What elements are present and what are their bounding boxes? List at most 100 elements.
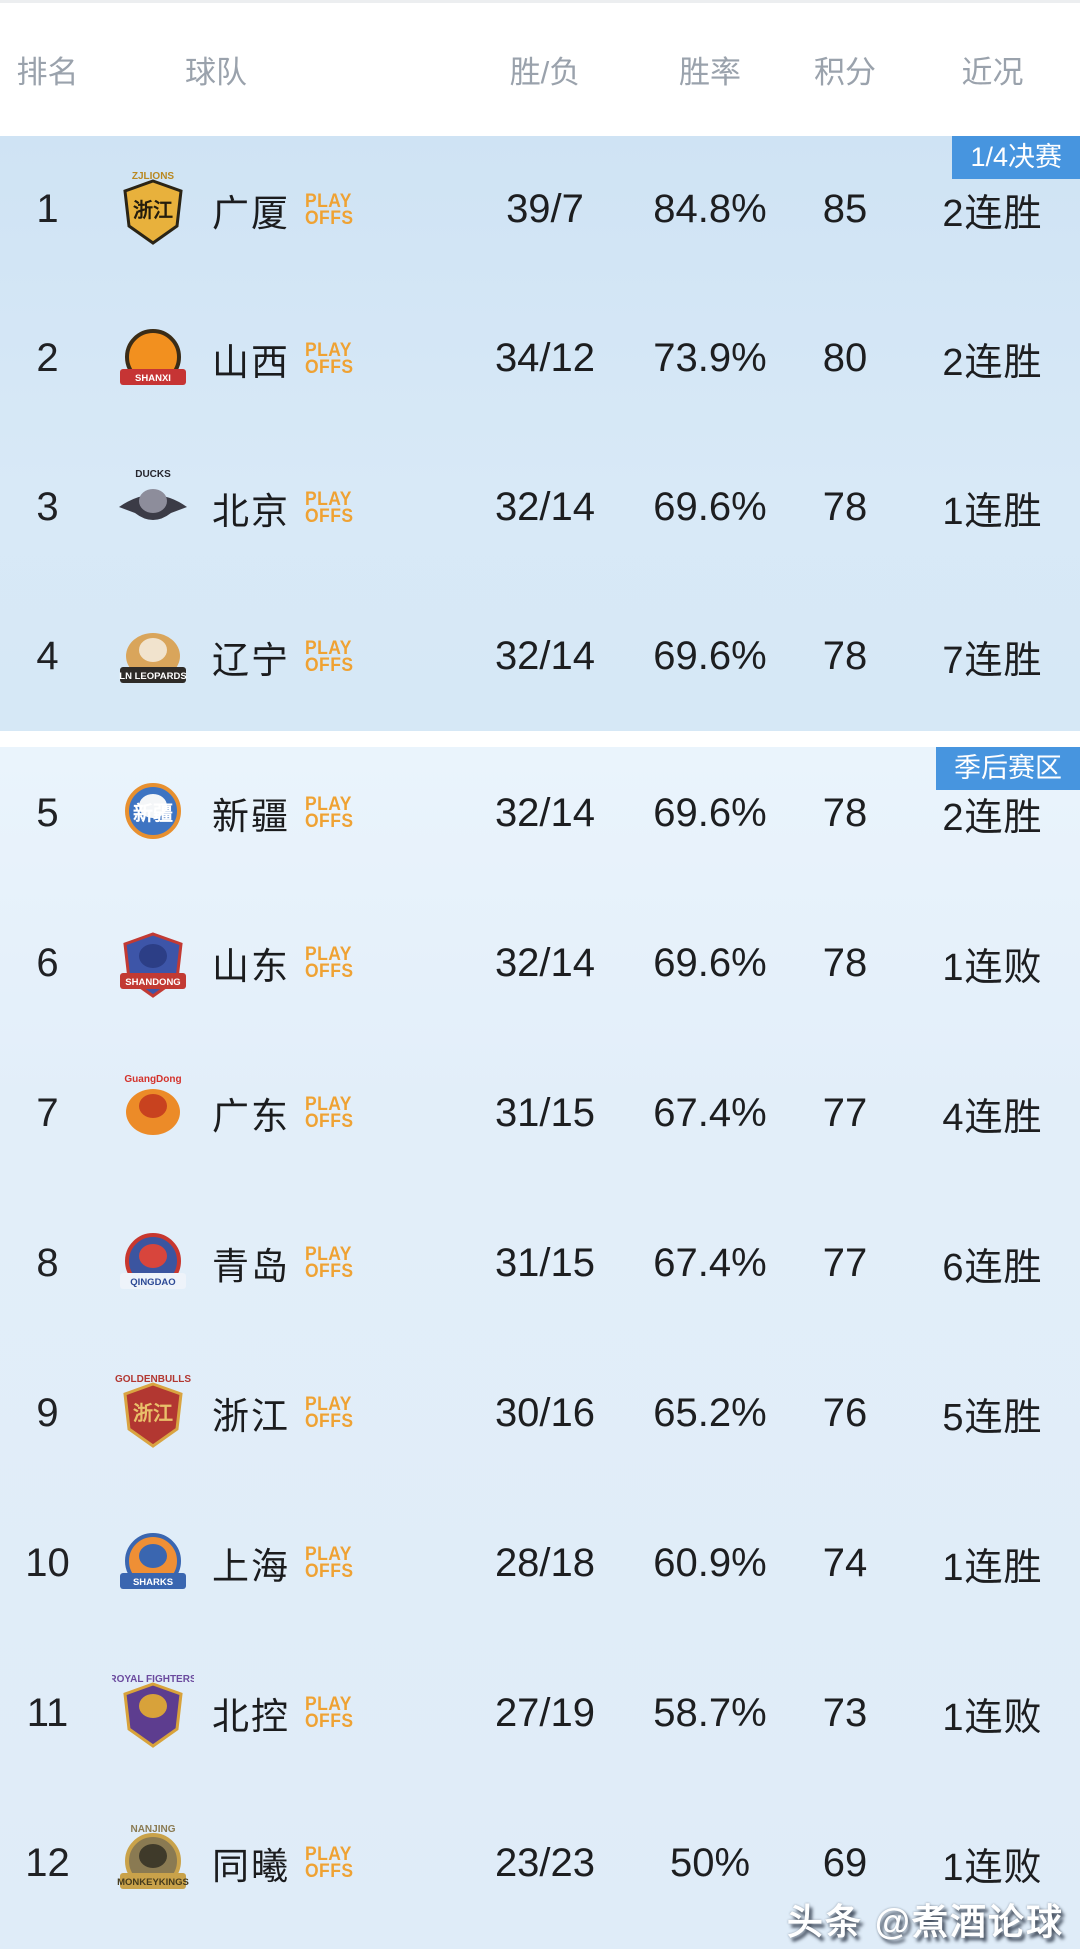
winloss-value: 32/14 <box>494 790 596 835</box>
winrate-value: 69.6% <box>653 790 767 835</box>
svg-text:NANJING: NANJING <box>130 1824 175 1835</box>
team-name: 广厦 <box>212 192 290 234</box>
table-row[interactable]: 9 GOLDENBULLS 浙江 浙江 PLAY OFFS 30/16 65.2% … <box>0 1338 1080 1488</box>
team-cell: 山西 PLAY OFFS <box>210 332 455 386</box>
team-crest-icon: SHANXI <box>119 328 186 385</box>
table-row[interactable]: 4 LN LEOPARDS 辽宁 PLAY OFFS 32/14 69.6% 78… <box>0 582 1080 731</box>
zone-badge-playoff: 季后赛区 <box>936 747 1080 790</box>
rows-quarterfinal: 1 ZJLIONS 浙江 广厦 PLAY OFFS 39/7 84.8% 85 2连… <box>0 135 1080 731</box>
winloss-value: 27/19 <box>494 1690 596 1735</box>
svg-text:SHANDONG: SHANDONG <box>125 977 180 988</box>
winrate-value: 67.4% <box>653 1090 767 1135</box>
team-logo: LN LEOPARDS <box>95 614 210 700</box>
team-crest-icon: SHARKS <box>119 1533 186 1589</box>
playoffs-tag: PLAY OFFS <box>305 1394 354 1432</box>
table-row[interactable]: 11 ROYAL FIGHTERS 北控 PLAY OFFS 27/19 58.7… <box>0 1638 1080 1788</box>
table-row[interactable]: 1 ZJLIONS 浙江 广厦 PLAY OFFS 39/7 84.8% 85 2连… <box>0 135 1080 284</box>
team-cell: 北控 PLAY OFFS <box>210 1686 455 1740</box>
winloss-value: 28/18 <box>494 1540 596 1585</box>
team-name: 北京 <box>212 490 290 532</box>
playoffs-tag: PLAY OFFS <box>305 488 354 527</box>
rank-value: 5 <box>36 790 59 835</box>
winrate-value: 69.6% <box>653 634 767 678</box>
team-cell: 新疆 PLAY OFFS <box>210 786 455 840</box>
team-name: 北控 <box>212 1696 290 1737</box>
table-row[interactable]: 10 SHARKS 上海 PLAY OFFS 28/18 60.9% 74 1连胜 <box>0 1488 1080 1638</box>
team-logo: ZJLIONS 浙江 <box>95 167 210 253</box>
playoffs-tag: PLAY OFFS <box>305 1844 354 1882</box>
team-logo: NANJING MONKEYKINGS <box>95 1820 210 1906</box>
winloss-value: 32/14 <box>494 940 596 985</box>
rows-playoff: 5 新疆 新疆 PLAY OFFS 32/14 69.6% 78 2连胜 6 SH… <box>0 738 1080 1938</box>
table-header: 排名 球队 胜/负 胜率 积分 近况 <box>0 0 1080 135</box>
winloss-value: 32/14 <box>494 634 596 678</box>
table-row[interactable]: 8 QINGDAO 青岛 PLAY OFFS 31/15 67.4% 77 6连胜 <box>0 1188 1080 1338</box>
watermark-text: 头条 @煮酒论球 <box>786 1901 1064 1942</box>
team-name: 上海 <box>212 1546 290 1587</box>
zone-badge-quarterfinal: 1/4决赛 <box>952 136 1080 179</box>
winrate-value: 50% <box>669 1840 751 1885</box>
team-logo: DUCKS <box>95 465 210 551</box>
winrate-value: 69.6% <box>653 940 767 985</box>
team-cell: 辽宁 PLAY OFFS <box>210 630 455 684</box>
playoffs-tag: PLAY OFFS <box>305 794 354 832</box>
table-row[interactable]: 3 DUCKS 北京 PLAY OFFS 32/14 69.6% 78 1连胜 <box>0 433 1080 582</box>
team-crest-icon: GuangDong <box>124 1074 181 1135</box>
rank-value: 3 <box>36 485 59 529</box>
column-header-recent: 近况 <box>961 54 1024 90</box>
recent-form-value: 1连败 <box>942 946 1043 989</box>
svg-text:DUCKS: DUCKS <box>135 469 171 480</box>
team-logo: ROYAL FIGHTERS <box>95 1670 210 1756</box>
team-crest-icon: ZJLIONS 浙江 <box>122 171 183 245</box>
team-logo: GuangDong <box>95 1070 210 1156</box>
points-value: 78 <box>822 485 868 529</box>
points-value: 74 <box>822 1540 868 1585</box>
playoffs-tag: PLAY OFFS <box>305 1244 354 1282</box>
points-value: 77 <box>822 1090 868 1135</box>
team-crest-icon: LN LEOPARDS <box>119 632 186 683</box>
points-value: 76 <box>822 1390 868 1435</box>
column-header-rank: 排名 <box>16 54 79 90</box>
recent-form-value: 5连胜 <box>942 1396 1043 1439</box>
team-name: 浙江 <box>212 1396 290 1437</box>
playoffs-tag: PLAY OFFS <box>305 1094 354 1132</box>
table-row[interactable]: 6 SHANDONG 山东 PLAY OFFS 32/14 69.6% 78 1连… <box>0 888 1080 1038</box>
team-name: 山东 <box>212 946 290 987</box>
team-crest-icon: NANJING MONKEYKINGS <box>117 1824 188 1889</box>
winrate-value: 67.4% <box>653 1240 767 1285</box>
points-value: 85 <box>822 187 868 231</box>
winrate-value: 65.2% <box>653 1390 767 1435</box>
team-cell: 北京 PLAY OFFS <box>210 481 455 535</box>
team-crest-icon: 新疆 <box>124 783 181 839</box>
points-value: 77 <box>822 1240 868 1285</box>
team-logo: SHANDONG <box>95 920 210 1006</box>
column-header-points: 积分 <box>814 54 876 90</box>
team-name: 辽宁 <box>212 639 290 681</box>
column-header-winloss: 胜/负 <box>509 54 581 90</box>
team-crest-icon: SHANDONG <box>119 932 186 998</box>
winrate-value: 60.9% <box>653 1540 767 1585</box>
winrate-value: 73.9% <box>653 336 767 380</box>
team-logo: SHANXI <box>95 316 210 402</box>
svg-text:浙江: 浙江 <box>133 198 173 222</box>
team-name: 山西 <box>212 341 290 383</box>
team-cell: 山东 PLAY OFFS <box>210 936 455 990</box>
table-row[interactable]: 7 GuangDong 广东 PLAY OFFS 31/15 67.4% 77 4… <box>0 1038 1080 1188</box>
table-row[interactable]: 12 NANJING MONKEYKINGS 同曦 PLAY OFFS 23/23 … <box>0 1788 1080 1938</box>
rank-value: 9 <box>36 1390 59 1435</box>
team-crest-icon: ROYAL FIGHTERS <box>112 1674 194 1748</box>
svg-text:浙江: 浙江 <box>133 1401 173 1425</box>
recent-form-value: 2连胜 <box>942 796 1043 839</box>
team-cell: 浙江 PLAY OFFS <box>210 1386 455 1440</box>
section-quarterfinal-zone: 1/4决赛 1 ZJLIONS 浙江 广厦 PLAY OFFS 39/7 84.8%… <box>0 136 1080 731</box>
table-row[interactable]: 2 SHANXI 山西 PLAY OFFS 34/12 73.9% 80 2连胜 <box>0 284 1080 433</box>
playoffs-tag: PLAY OFFS <box>305 944 354 982</box>
recent-form-value: 1连胜 <box>942 491 1043 533</box>
table-row[interactable]: 5 新疆 新疆 PLAY OFFS 32/14 69.6% 78 2连胜 <box>0 738 1080 888</box>
points-value: 69 <box>822 1840 868 1885</box>
recent-form-value: 2连胜 <box>942 193 1043 235</box>
team-logo: SHARKS <box>95 1520 210 1606</box>
rank-value: 12 <box>25 1840 70 1885</box>
points-value: 78 <box>822 940 868 985</box>
team-crest-icon: QINGDAO <box>119 1233 186 1289</box>
